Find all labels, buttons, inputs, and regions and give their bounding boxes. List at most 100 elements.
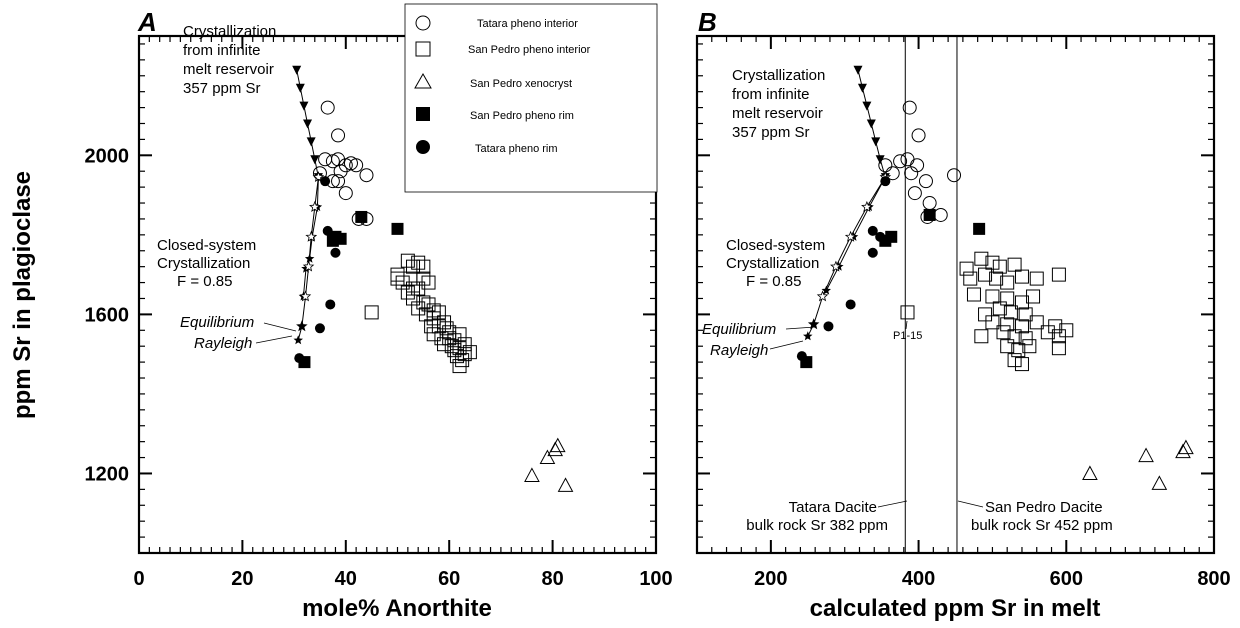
legend-label-san-pedro-pheno-rim: San Pedro pheno rim [470,110,574,122]
data-point-open-square [400,253,415,268]
data-point-open-square [1018,331,1033,346]
model-curve-marker [295,83,305,93]
model-curve-marker [299,290,312,302]
model-curve-marker [803,331,813,341]
annot-b-f-085: F = 0.85 [746,273,801,290]
x-tick-label-b: 400 [902,568,935,590]
vline-label-tatara-1: Tatara Dacite [789,499,877,516]
data-point-open-square [364,305,379,320]
data-point-open-square [431,319,446,334]
data-point-open-square [989,271,1004,286]
annot-a-equilibrium: Equilibrium [180,314,254,331]
data-point-filled-square [973,222,986,235]
data-point-open-square [411,281,426,296]
data-point-open-square [978,307,993,322]
data-point-open-square [1014,357,1029,372]
data-point-open-square [1029,315,1044,330]
legend-marker-filled-square [416,107,430,121]
annot-b-rayleigh-leader [769,340,804,350]
model-curve-marker [871,137,881,147]
data-point-open-circle [331,174,346,189]
data-point-open-circle [911,128,926,143]
y-tick-label: 2000 [85,145,130,167]
x-tick-label-a: 20 [231,568,253,590]
data-point-filled-circle [330,247,341,258]
legend-label-san-pedro-xenocryst: San Pedro xenocryst [470,78,572,90]
model-curve-marker [308,200,321,212]
data-point-open-square [421,275,436,290]
data-point-open-square [421,297,436,312]
x-tick-label-a: 40 [335,568,357,590]
data-point-open-circle [933,207,948,222]
data-point-open-circle [947,168,962,183]
data-point-open-square [452,327,467,342]
model-curve-marker [866,119,876,129]
data-point-open-circle [349,158,364,173]
legend-marker-filled-circle [416,140,430,154]
data-point-filled-circle [867,247,878,258]
data-point-open-square [1051,267,1066,282]
data-point-open-square [424,319,439,334]
data-point-open-triangle [549,437,566,453]
data-point-open-circle [918,174,933,189]
x-tick-label-a: 0 [133,568,144,590]
data-point-open-square [452,359,467,374]
annot-b-357-ppm-sr: 357 ppm Sr [732,124,810,141]
data-point-open-square [395,275,410,290]
panel-a-x-axis-title: mole% Anorthite [302,595,492,622]
data-point-open-square [1048,319,1063,334]
x-tick-label-b: 600 [1050,568,1083,590]
data-point-open-triangle [1138,447,1154,463]
data-point-open-circle [907,186,922,201]
data-point-filled-circle [875,231,886,242]
data-point-open-triangle [524,467,540,482]
data-point-open-triangle [547,441,564,457]
data-point-open-triangle [557,477,574,492]
data-point-filled-circle [294,353,305,364]
data-point-open-square [959,261,974,276]
model-curve-marker [302,260,315,272]
y-axis-title: ppm Sr in plagioclase [9,171,36,419]
data-point-open-square [411,255,426,270]
data-point-open-square [437,337,452,352]
legend: Tatara pheno interior San Pedro pheno in… [404,3,658,193]
data-point-open-circle [902,100,917,115]
point-label-p1-15: P1-15 [893,330,922,342]
data-point-open-square [406,259,421,274]
data-point-open-square [457,337,472,352]
data-point-filled-square [391,222,404,235]
data-point-open-square [1007,257,1022,272]
data-point-open-square [431,305,446,320]
data-point-filled-circle [314,323,325,334]
data-point-open-square [985,315,1000,330]
data-point-open-square [416,271,431,286]
data-point-open-circle [331,128,346,143]
data-point-open-square [1040,325,1055,340]
panel-b-bulk-rock-lines [904,36,958,553]
annot-b-closed-system: Closed-system [726,237,825,254]
vline-label-san-pedro-1: San Pedro Dacite [985,499,1103,516]
data-point-open-square [406,291,421,306]
annot-a-rayleigh-leader [255,335,293,344]
annot-a-f-085: F = 0.85 [177,273,232,290]
model-curve-marker [292,65,302,75]
data-point-filled-circle [320,176,331,187]
data-point-open-square [390,271,405,286]
model-curve-marker [862,101,872,111]
panel-b-points [796,100,1194,490]
panel-b: B 200 400 600 800 Tatara Dacite bulk rock S… [695,7,1231,622]
data-point-open-square [390,267,405,282]
data-point-open-square [1026,289,1041,304]
data-point-open-square [978,267,993,282]
data-point-open-square [1014,295,1029,310]
data-point-open-circle [900,152,915,167]
annot-b-crystallization-2: Crystallization [726,255,819,272]
model-curve-marker [816,290,829,302]
data-point-open-square [406,281,421,296]
data-point-open-square [455,353,470,368]
data-point-open-circle [359,168,374,183]
data-point-open-square [403,271,418,286]
model-curve-marker [830,260,842,272]
